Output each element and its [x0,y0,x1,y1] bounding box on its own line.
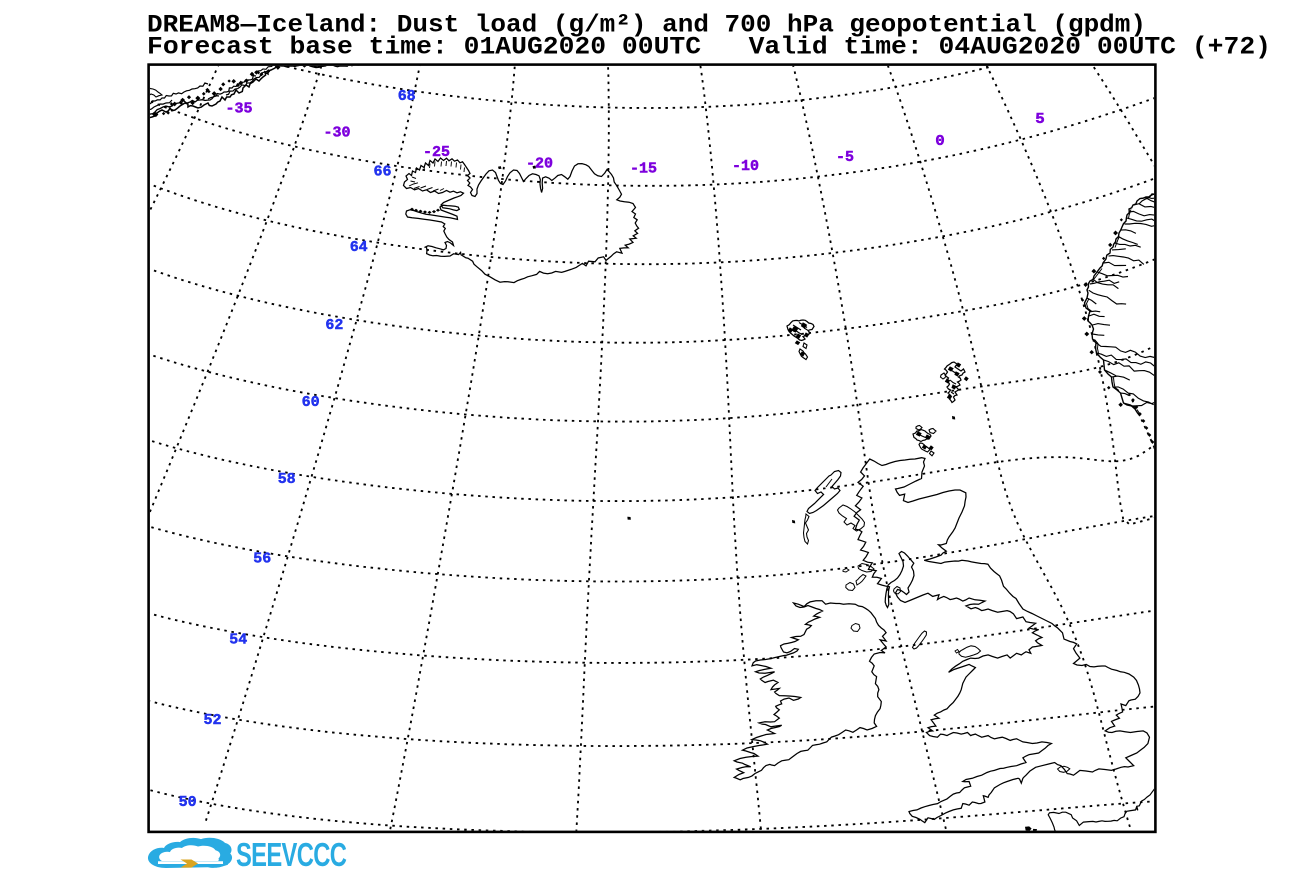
svg-text:Forecast base time: 01AUG2020: Forecast base time: 01AUG2020 00UTC Vali… [147,33,1271,62]
svg-text:50: 50 [179,794,197,811]
svg-text:DREAM8—Iceland: Dust load (g/m: DREAM8—Iceland: Dust load (g/m²) and 700… [147,11,1146,40]
svg-text:-20: -20 [526,156,553,173]
svg-text:-25: -25 [423,144,450,161]
svg-text:58: 58 [278,471,296,488]
svg-text:64: 64 [350,239,368,256]
svg-text:52: 52 [204,712,222,729]
svg-text:66: 66 [374,164,392,181]
svg-text:-35: -35 [226,101,253,118]
svg-text:5: 5 [1035,111,1045,128]
svg-text:60: 60 [302,394,320,411]
svg-text:62: 62 [325,317,343,334]
svg-text:SEEVCCC: SEEVCCC [236,837,347,874]
svg-text:-30: -30 [324,125,351,142]
svg-text:-5: -5 [836,149,854,166]
svg-text:0: 0 [935,133,945,150]
svg-text:-10: -10 [732,158,759,175]
svg-text:54: 54 [229,631,247,648]
svg-text:68: 68 [398,88,416,105]
svg-text:-15: -15 [630,161,657,178]
svg-text:56: 56 [253,551,271,568]
